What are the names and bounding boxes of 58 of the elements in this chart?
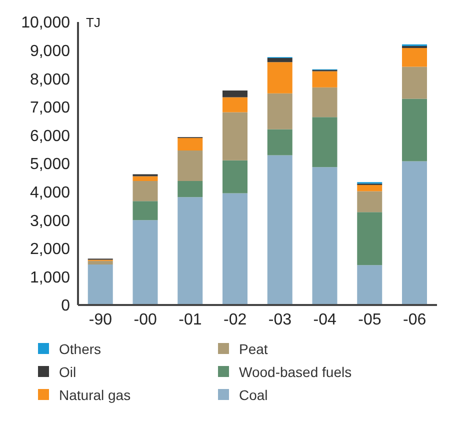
x-tick-label: -00: [134, 311, 157, 328]
y-tick-label: 7,000: [30, 100, 70, 117]
legend-label: Peat: [239, 340, 268, 356]
x-tick-label: -04: [313, 311, 336, 328]
legend-label: Coal: [239, 386, 268, 402]
legend-label: Wood-based fuels: [239, 364, 352, 380]
x-tick-label: -03: [268, 311, 292, 328]
bar: [357, 265, 382, 305]
x-tick-label: -90: [88, 311, 112, 328]
bar: [222, 160, 248, 194]
bar: [132, 176, 158, 182]
bar: [402, 66, 427, 99]
bar: [132, 181, 158, 202]
bar: [178, 150, 203, 182]
bar: [222, 90, 248, 98]
bar: [402, 98, 427, 162]
bar: [312, 87, 338, 118]
bar: [312, 117, 338, 168]
bar: [402, 48, 427, 67]
bar: [267, 155, 292, 305]
bar: [267, 62, 292, 94]
bar: [88, 264, 113, 305]
y-tick-label: 2,000: [30, 241, 70, 258]
y-tick-label: 5,000: [30, 156, 70, 174]
bar: [222, 97, 248, 112]
bar: [222, 193, 248, 305]
bar: [132, 201, 158, 220]
bar: [312, 167, 338, 305]
y-tick-label: 9,000: [30, 42, 70, 60]
bar: [222, 112, 248, 160]
x-tick-label: -02: [224, 311, 247, 328]
bar: [357, 212, 382, 266]
y-tick-label: 0: [61, 298, 70, 315]
bar: [88, 260, 113, 265]
x-tick-label: -05: [358, 311, 382, 328]
x-tick-label: -01: [178, 311, 202, 328]
bar: [178, 181, 203, 198]
y-tick-label: 1,000: [30, 269, 70, 286]
y-tick-label: 3,000: [30, 212, 70, 230]
bar: [132, 220, 158, 305]
y-tick-label: 4,000: [30, 184, 70, 202]
bar: [357, 185, 382, 192]
y-axis-title: TJ: [86, 15, 100, 30]
bar: [402, 161, 427, 305]
bar: [312, 71, 338, 88]
bar: [267, 58, 292, 62]
bar: [178, 138, 203, 150]
x-tick-label: -06: [403, 311, 426, 328]
bar: [267, 93, 292, 130]
bar: [178, 197, 203, 305]
bar: [357, 191, 382, 212]
y-tick-label: 8,000: [30, 71, 70, 88]
legend-label: Others: [59, 340, 102, 356]
y-tick-label: 6,000: [30, 128, 70, 145]
legend-label: Natural gas: [59, 386, 131, 402]
bar: [267, 129, 292, 156]
y-tick-label: 10,000: [21, 14, 70, 32]
legend-label: Oil: [59, 364, 76, 380]
